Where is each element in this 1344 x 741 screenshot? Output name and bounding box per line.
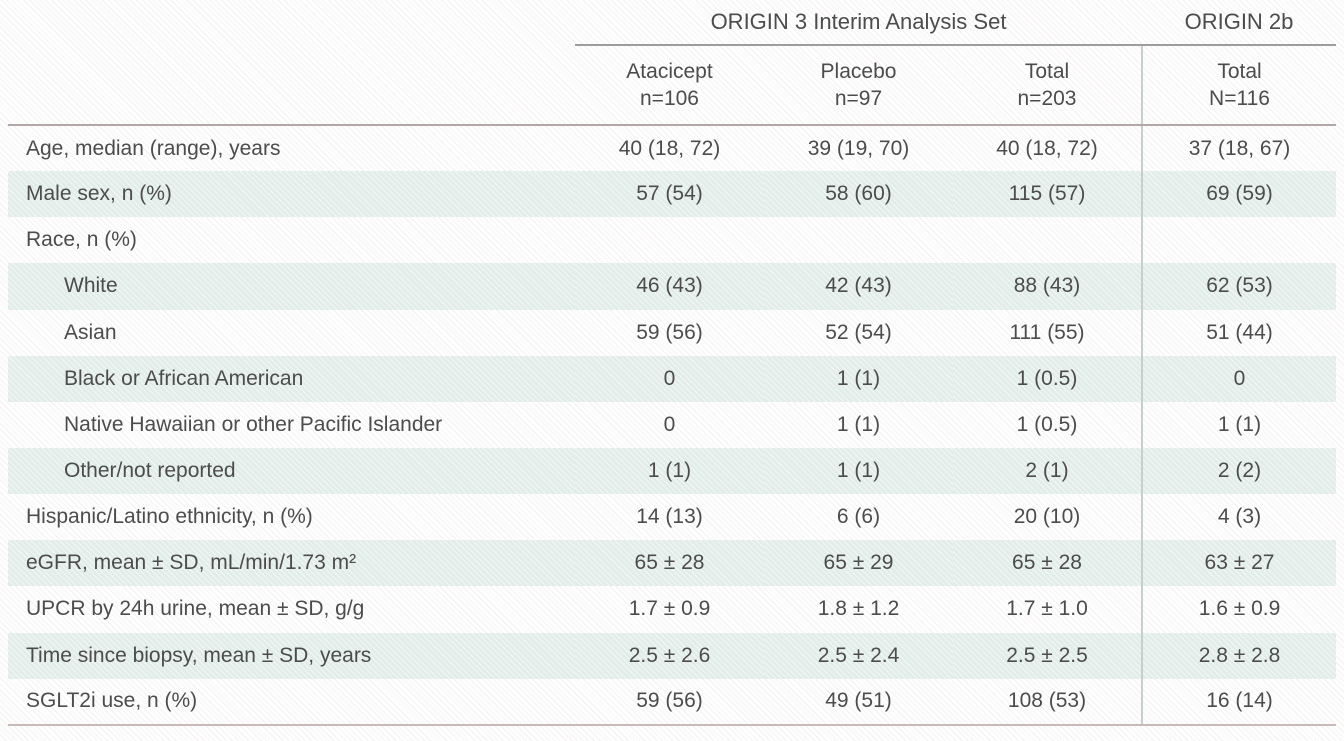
row-value-total-origin3: 115 (57) xyxy=(953,171,1142,218)
column-header-label: Total xyxy=(1024,60,1070,83)
column-header-label: Total xyxy=(1217,60,1262,83)
row-value-placebo: 1 (1) xyxy=(764,447,953,495)
row-label: Age, median (range), years xyxy=(26,136,281,160)
row-value-placebo: 42 (43) xyxy=(764,263,953,310)
row-value-total-origin2b: 37 (18, 67) xyxy=(1141,125,1336,172)
table-row: SGLT2i use, n (%) 59 (56) 49 (51) 108 (5… xyxy=(8,678,1336,726)
row-label: Race, n (%) xyxy=(26,228,137,252)
row-value-total-origin3: 2 (1) xyxy=(953,447,1142,495)
row-value-total-origin2b: 1.6 ± 0.9 xyxy=(1141,586,1336,633)
row-value-atacicept: 59 (56) xyxy=(575,678,764,726)
row-value-total-origin3: 65 ± 28 xyxy=(953,540,1142,587)
row-label: Hispanic/Latino ethnicity, n (%) xyxy=(26,505,313,529)
row-value-placebo: 49 (51) xyxy=(764,678,953,726)
row-value-total-origin2b: 51 (44) xyxy=(1141,309,1336,356)
row-value-total-origin3: 111 (55) xyxy=(1009,320,1085,344)
table-row: Age, median (range), years 40 (18, 72) 3… xyxy=(8,125,1336,172)
row-value-placebo: 2.5 ± 2.4 xyxy=(764,632,953,679)
row-value-atacicept: 40 (18, 72) xyxy=(618,136,721,160)
row-value-total-origin3: 40 (18, 72) xyxy=(996,136,1098,160)
row-label: Native Hawaiian or other Pacific Islande… xyxy=(64,412,443,436)
column-header-total-origin3: Total n=203 xyxy=(953,45,1142,126)
baseline-characteristics-table: ORIGIN 3 Interim Analysis Set ORIGIN 2b … xyxy=(8,0,1336,726)
row-value-total-origin2b: 62 (53) xyxy=(1141,263,1336,310)
row-value-total-origin3: 20 (10) xyxy=(1013,505,1081,529)
row-value-total-origin2b: 4 (3) xyxy=(1141,494,1336,541)
table-row: eGFR, mean ± SD, mL/min/1.73 m² 65 ± 28 … xyxy=(8,540,1336,587)
row-value-atacicept: 57 (54) xyxy=(575,171,764,218)
column-header-atacicept: Atacicept n=106 xyxy=(575,45,764,126)
row-value-total-origin2b: 1 (1) xyxy=(1141,401,1336,448)
row-value-total-origin2b: 0 xyxy=(1141,355,1336,402)
table-row: White 46 (43) 42 (43) 88 (43) 62 (53) xyxy=(8,263,1336,310)
row-value-total-origin3: 1.7 ± 1.0 xyxy=(1006,597,1088,621)
row-value-placebo xyxy=(764,217,953,263)
column-header-total-origin2b: Total N=116 xyxy=(1141,45,1336,126)
row-value-placebo: 1 (1) xyxy=(764,355,953,402)
table-row: Native Hawaiian or other Pacific Islande… xyxy=(8,401,1336,448)
table-row: Hispanic/Latino ethnicity, n (%) 14 (13)… xyxy=(8,494,1336,541)
row-value-total-origin3: 88 (43) xyxy=(953,263,1142,310)
row-label: Black or African American xyxy=(8,355,575,402)
row-value-total-origin2b: 63 ± 27 xyxy=(1141,540,1336,587)
row-value-total-origin2b: 2 (2) xyxy=(1141,447,1336,495)
row-label: Asian xyxy=(64,320,117,344)
column-header-row: Atacicept n=106 Placebo n=97 Total n=203… xyxy=(8,45,1336,126)
row-value-total-origin3: 1 (0.5) xyxy=(953,355,1142,402)
table-row: Asian 59 (56) 52 (54) 111 (55) 51 (44) xyxy=(8,309,1336,356)
row-label: UPCR by 24h urine, mean ± SD, g/g xyxy=(26,597,365,621)
table-body: Age, median (range), years 40 (18, 72) 3… xyxy=(8,125,1336,726)
row-value-total-origin2b: 69 (59) xyxy=(1141,171,1336,218)
row-value-placebo: 39 (19, 70) xyxy=(807,136,910,160)
table-row: Race, n (%) xyxy=(8,217,1336,264)
row-value-atacicept xyxy=(575,217,764,263)
row-label: SGLT2i use, n (%) xyxy=(8,678,575,726)
column-header-n: n=106 xyxy=(640,87,699,110)
row-value-total-origin2b: 16 (14) xyxy=(1141,678,1336,726)
column-header-n: N=116 xyxy=(1209,87,1270,110)
row-label: Other/not reported xyxy=(8,447,575,495)
row-value-placebo: 58 (60) xyxy=(764,171,953,218)
row-label: Time since biopsy, mean ± SD, years xyxy=(8,632,575,679)
row-value-atacicept: 1 (1) xyxy=(575,447,764,495)
row-value-total-origin3: 108 (53) xyxy=(953,678,1142,726)
row-value-placebo: 65 ± 29 xyxy=(764,540,953,587)
row-value-placebo: 6 (6) xyxy=(836,505,881,529)
table-row: UPCR by 24h urine, mean ± SD, g/g 1.7 ± … xyxy=(8,586,1336,633)
row-value-total-origin3: 1 (0.5) xyxy=(1016,412,1078,436)
table-row: Male sex, n (%) 57 (54) 58 (60) 115 (57)… xyxy=(8,171,1336,218)
row-value-atacicept: 2.5 ± 2.6 xyxy=(575,632,764,679)
column-group-origin3: ORIGIN 3 Interim Analysis Set xyxy=(575,0,1142,46)
row-value-total-origin3: 2.5 ± 2.5 xyxy=(953,632,1142,679)
column-group-header-row: ORIGIN 3 Interim Analysis Set ORIGIN 2b xyxy=(8,0,1336,46)
group-header-spacer xyxy=(8,0,575,45)
table-row: Black or African American 0 1 (1) 1 (0.5… xyxy=(8,355,1336,402)
row-value-atacicept: 0 xyxy=(663,412,676,436)
column-header-label: Atacicept xyxy=(626,60,713,83)
row-value-placebo: 1 (1) xyxy=(836,412,881,436)
column-header-label: Placebo xyxy=(820,60,897,83)
table-row: Other/not reported 1 (1) 1 (1) 2 (1) 2 (… xyxy=(8,447,1336,495)
row-value-atacicept: 14 (13) xyxy=(636,505,703,529)
row-value-placebo: 52 (54) xyxy=(825,320,892,344)
row-value-placebo: 1.8 ± 1.2 xyxy=(817,597,900,621)
row-value-atacicept: 0 xyxy=(575,355,764,402)
column-group-origin2b: ORIGIN 2b xyxy=(1142,0,1336,46)
column-header-placebo: Placebo n=97 xyxy=(764,45,953,126)
row-value-atacicept: 46 (43) xyxy=(575,263,764,310)
row-value-total-origin3 xyxy=(953,217,1142,263)
column-header-spacer xyxy=(8,45,575,126)
column-header-n: n=97 xyxy=(834,87,883,110)
row-label: Male sex, n (%) xyxy=(8,171,575,218)
row-value-atacicept: 65 ± 28 xyxy=(575,540,764,587)
table-row: Time since biopsy, mean ± SD, years 2.5 … xyxy=(8,632,1336,679)
row-label: eGFR, mean ± SD, mL/min/1.73 m² xyxy=(8,540,575,587)
row-label: White xyxy=(8,263,575,310)
column-header-n: n=203 xyxy=(1017,87,1077,110)
row-value-atacicept: 59 (56) xyxy=(636,320,703,344)
row-value-total-origin2b: 2.8 ± 2.8 xyxy=(1141,632,1336,679)
row-value-total-origin2b xyxy=(1141,217,1336,264)
row-value-atacicept: 1.7 ± 0.9 xyxy=(628,597,711,621)
